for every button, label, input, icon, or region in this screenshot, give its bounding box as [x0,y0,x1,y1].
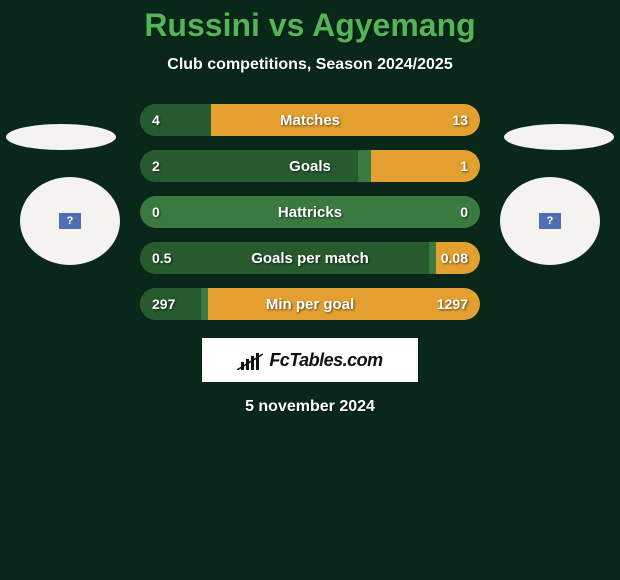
comparison-widget: Russini vs Agyemang Club competitions, S… [0,0,620,416]
flag-placeholder-icon: ? [539,213,561,229]
stat-row: Goals21 [140,150,480,182]
stat-bar-right [371,150,480,182]
stat-bar-left [140,242,429,274]
player-right-ellipse [504,124,614,150]
stat-bar-right [208,288,480,320]
flag-placeholder-icon: ? [59,213,81,229]
stat-bar-left [140,288,201,320]
player-left-avatar: ? [20,177,120,265]
bar-chart-icon [237,350,263,370]
stat-val-right: 0 [460,196,468,228]
stat-row: Goals per match0.50.08 [140,242,480,274]
page-title: Russini vs Agyemang [10,7,610,44]
footer-date: 5 november 2024 [10,398,610,416]
stat-bar-left [140,150,358,182]
stat-label: Hattricks [140,196,480,228]
stat-row: Hattricks0 0 [140,196,480,228]
stat-bar-left [140,104,211,136]
logo-text: FcTables.com [269,350,382,371]
stat-bar-right [436,242,480,274]
stat-row: Matches413 [140,104,480,136]
stat-bars: Matches413 Goals21 Hattricks0 0 Goals per ma… [140,104,480,320]
stat-val-left: 0 [152,196,160,228]
stat-row: Min per goal2971297 [140,288,480,320]
source-logo-card[interactable]: FcTables.com [202,338,418,382]
stat-bar-right [211,104,480,136]
subtitle: Club competitions, Season 2024/2025 [10,56,610,74]
player-right-avatar: ? [500,177,600,265]
player-left-ellipse [6,124,116,150]
